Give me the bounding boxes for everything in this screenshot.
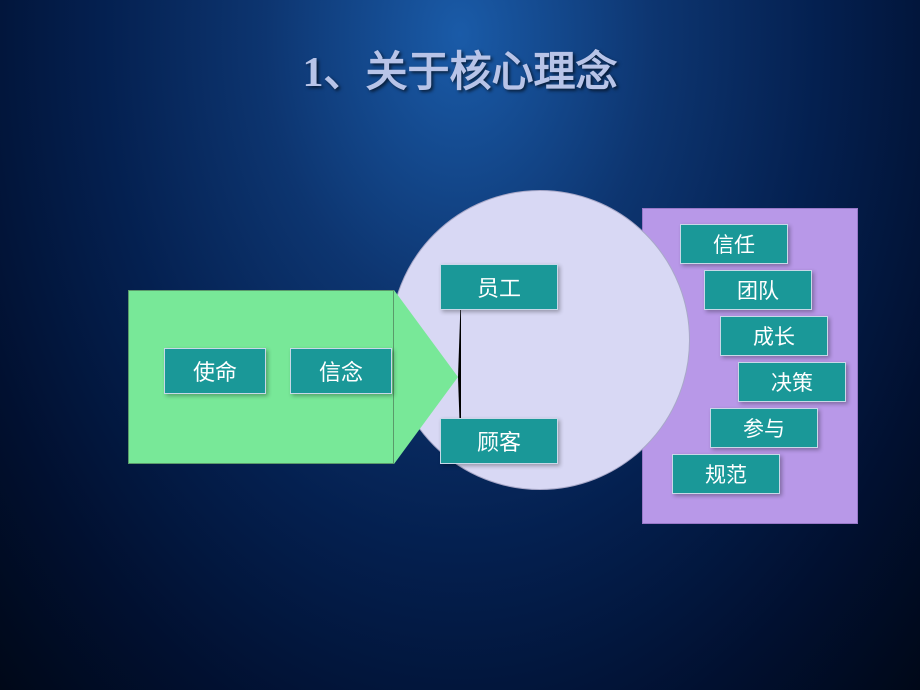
label-customer: 顾客 (477, 425, 521, 457)
label-belief: 信念 (319, 355, 363, 387)
diagram-canvas: 使命 信念 员工 顾客 信任 团队 成长 决策 参与 规范 (0, 0, 920, 690)
box-customer: 顾客 (440, 418, 558, 464)
box-team: 团队 (704, 270, 812, 310)
box-norm: 规范 (672, 454, 780, 494)
box-mission: 使命 (164, 348, 266, 394)
label-mission: 使命 (193, 355, 237, 387)
label-employee: 员工 (477, 271, 521, 303)
label-decision: 决策 (771, 367, 813, 397)
box-employee: 员工 (440, 264, 558, 310)
label-participate: 参与 (743, 413, 785, 443)
box-growth: 成长 (720, 316, 828, 356)
label-growth: 成长 (753, 321, 795, 351)
box-belief: 信念 (290, 348, 392, 394)
label-norm: 规范 (705, 459, 747, 489)
box-trust: 信任 (680, 224, 788, 264)
label-trust: 信任 (713, 229, 755, 259)
label-team: 团队 (737, 275, 779, 305)
box-participate: 参与 (710, 408, 818, 448)
box-decision: 决策 (738, 362, 846, 402)
